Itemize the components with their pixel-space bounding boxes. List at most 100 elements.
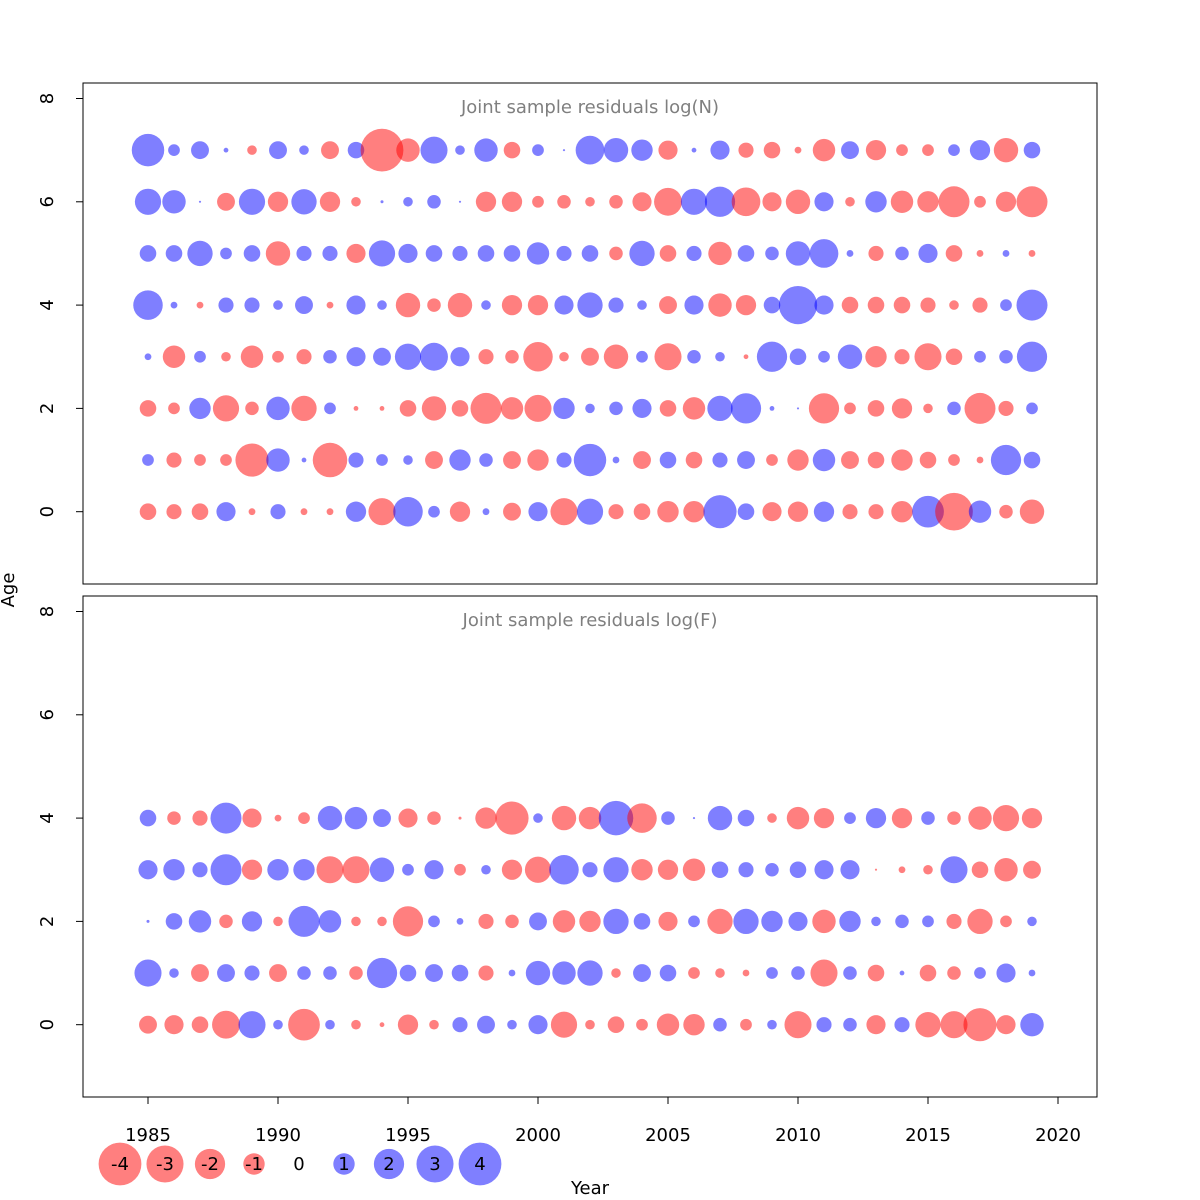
bubble bbox=[573, 443, 607, 477]
bubble bbox=[704, 186, 736, 217]
bubble bbox=[324, 402, 336, 415]
bubble bbox=[657, 500, 679, 523]
bubble bbox=[791, 966, 805, 980]
bubble bbox=[524, 394, 552, 422]
bubble bbox=[481, 300, 491, 310]
bubble bbox=[686, 245, 702, 262]
bubble bbox=[449, 501, 471, 522]
bubble bbox=[654, 187, 682, 216]
bubble bbox=[894, 349, 910, 365]
bubble bbox=[814, 192, 834, 212]
y-tick-label: 4 bbox=[37, 812, 58, 823]
bubble bbox=[637, 300, 647, 310]
bubble bbox=[421, 396, 447, 421]
bubble bbox=[458, 200, 462, 203]
bubble bbox=[474, 138, 498, 162]
bubble bbox=[528, 1015, 548, 1035]
bubble bbox=[452, 1017, 468, 1033]
bubble bbox=[582, 862, 598, 878]
bubble bbox=[658, 140, 678, 160]
bubble bbox=[940, 856, 968, 884]
bubble bbox=[273, 916, 283, 927]
bubble bbox=[682, 397, 706, 420]
bubble bbox=[680, 188, 708, 215]
legend-bubble bbox=[98, 1142, 142, 1186]
bubble bbox=[871, 916, 881, 927]
bubble bbox=[323, 966, 337, 980]
bubble bbox=[1019, 499, 1045, 524]
bubble bbox=[713, 1017, 727, 1032]
bubble bbox=[766, 967, 778, 979]
bubble bbox=[288, 905, 320, 937]
bubble bbox=[451, 964, 469, 982]
bubble bbox=[526, 242, 550, 265]
bubble bbox=[812, 909, 836, 934]
bubble bbox=[577, 960, 603, 986]
bubble bbox=[684, 295, 704, 315]
legend-item: 2 bbox=[373, 1148, 405, 1180]
bubble bbox=[216, 502, 236, 522]
bubble bbox=[974, 350, 986, 363]
bubble bbox=[794, 146, 802, 154]
bubble bbox=[608, 504, 624, 520]
bubble bbox=[915, 1012, 941, 1038]
bubble bbox=[559, 351, 569, 362]
bubble bbox=[368, 240, 396, 267]
bubble bbox=[867, 451, 885, 469]
bubble bbox=[170, 301, 178, 309]
x-tick-label: 2015 bbox=[905, 1125, 951, 1146]
bubble bbox=[920, 297, 936, 313]
bubble bbox=[556, 245, 572, 262]
bubble bbox=[139, 400, 157, 417]
bubble bbox=[949, 300, 959, 310]
bubble bbox=[935, 492, 973, 531]
bubble bbox=[217, 964, 235, 982]
bubble bbox=[603, 908, 629, 935]
bubble bbox=[839, 910, 861, 933]
bubble bbox=[999, 504, 1013, 519]
legend-bubble bbox=[373, 1148, 405, 1180]
bubble bbox=[396, 138, 420, 162]
bubble bbox=[481, 864, 491, 875]
bubble bbox=[273, 300, 283, 310]
x-tick-label: 2020 bbox=[1035, 1125, 1081, 1146]
bubble bbox=[654, 343, 682, 371]
bubble bbox=[994, 858, 1018, 882]
bubble bbox=[562, 149, 566, 152]
bubble bbox=[210, 854, 242, 886]
bubble bbox=[366, 957, 398, 989]
bubble bbox=[456, 918, 464, 925]
bubble bbox=[325, 1019, 335, 1030]
bubble bbox=[220, 454, 232, 466]
bubble bbox=[349, 966, 363, 980]
bubble bbox=[844, 402, 856, 415]
bubble bbox=[501, 859, 523, 880]
bubble bbox=[894, 1017, 910, 1033]
bubble bbox=[891, 500, 913, 523]
bubble bbox=[194, 350, 206, 363]
bubble bbox=[731, 187, 761, 217]
bubble bbox=[814, 295, 834, 315]
bubble bbox=[769, 405, 775, 411]
bubble bbox=[1016, 186, 1048, 218]
bubble bbox=[865, 139, 887, 161]
bubble bbox=[874, 868, 878, 871]
legend-bubble bbox=[194, 1148, 226, 1180]
bubble bbox=[266, 448, 290, 472]
bubble bbox=[919, 451, 937, 469]
bubble bbox=[166, 504, 182, 520]
bubble bbox=[585, 403, 595, 414]
bubble bbox=[789, 861, 807, 879]
bubble bbox=[241, 859, 263, 880]
bubble bbox=[585, 1019, 595, 1030]
bubble bbox=[479, 453, 493, 467]
bubble bbox=[505, 349, 519, 364]
bubble bbox=[967, 908, 993, 935]
bubble bbox=[189, 397, 211, 420]
bubble bbox=[533, 813, 543, 823]
bubble bbox=[581, 245, 599, 262]
bubble bbox=[1016, 341, 1048, 372]
x-tick-label: 2000 bbox=[515, 1125, 561, 1146]
bubble bbox=[703, 495, 737, 529]
bubble bbox=[220, 247, 232, 260]
